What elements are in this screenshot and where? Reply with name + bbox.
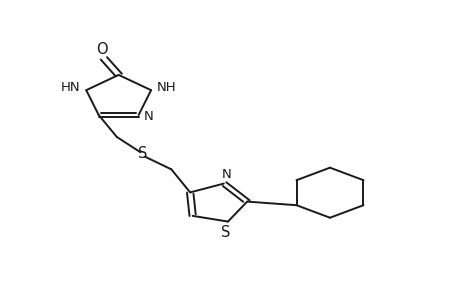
Text: S: S bbox=[138, 146, 147, 160]
Text: HN: HN bbox=[61, 81, 81, 94]
Text: N: N bbox=[144, 110, 154, 122]
Text: NH: NH bbox=[156, 81, 176, 94]
Text: N: N bbox=[221, 168, 231, 181]
Text: O: O bbox=[95, 42, 107, 57]
Text: S: S bbox=[220, 225, 230, 240]
